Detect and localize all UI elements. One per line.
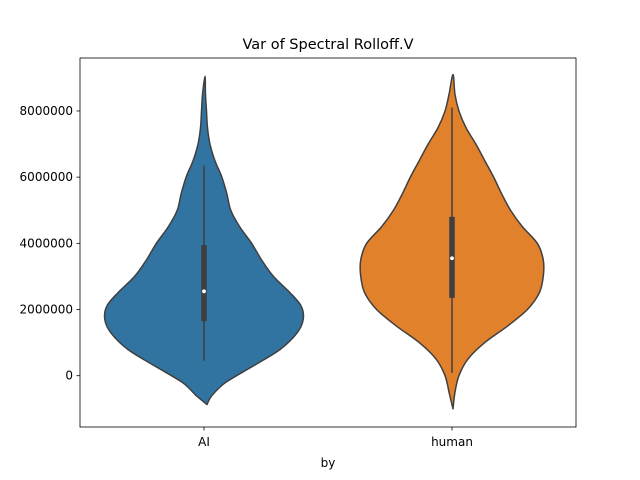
violins-layer [103,73,545,410]
plot-area-frame [79,57,577,428]
y-tick-label: 4000000 [20,236,73,250]
median-point [450,256,454,261]
median-point [202,289,206,294]
chart-title: Var of Spectral Rolloff.V [242,37,413,53]
x-tick-label: AI [198,435,210,449]
y-axis: 0 2000000 4000000 6000000 8000000 [20,104,80,383]
x-axis: AI human [198,427,473,449]
y-tick-label: 2000000 [20,303,73,317]
y-tick-label: 0 [65,369,73,383]
y-tick-label: 6000000 [20,170,73,184]
x-tick-label: human [431,435,473,449]
x-axis-label: by [321,456,336,470]
y-tick-label: 8000000 [20,104,73,118]
